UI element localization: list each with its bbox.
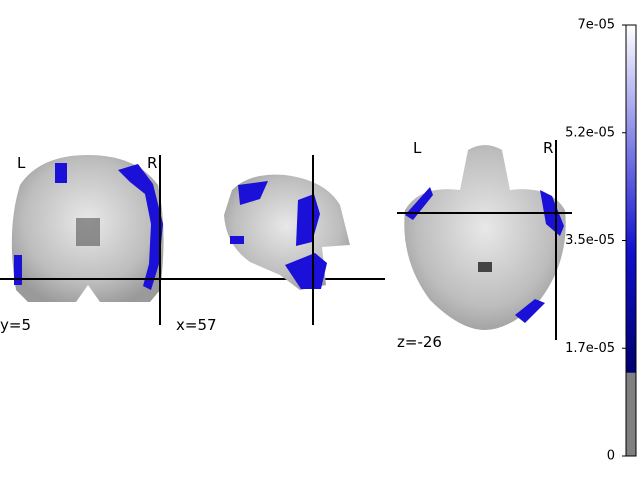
orientation-label: L <box>17 154 26 172</box>
axial-view: L R z=-26 <box>397 139 572 351</box>
tick-label: 5.2e-05 <box>565 125 615 140</box>
tick-label: 1.7e-05 <box>565 341 615 356</box>
colorbar-threshold <box>626 372 636 456</box>
tick-label: 3.5e-05 <box>565 233 615 248</box>
orientation-label: R <box>543 139 553 157</box>
coronal-view: L R y=5 <box>0 154 385 334</box>
cut-label: y=5 <box>0 316 31 334</box>
cut-label: z=-26 <box>397 333 442 351</box>
tick-label: 0 <box>607 449 615 464</box>
sagittal-view: x=57 <box>176 155 350 334</box>
colorbar: 0 1.7e-05 3.5e-05 5.2e-05 7e-05 <box>565 18 637 464</box>
orientation-label: L <box>413 139 422 157</box>
colorbar-gradient <box>626 25 636 373</box>
orientation-label: R <box>147 154 157 172</box>
cut-label: x=57 <box>176 316 217 334</box>
tick-label: 7e-05 <box>577 18 615 33</box>
